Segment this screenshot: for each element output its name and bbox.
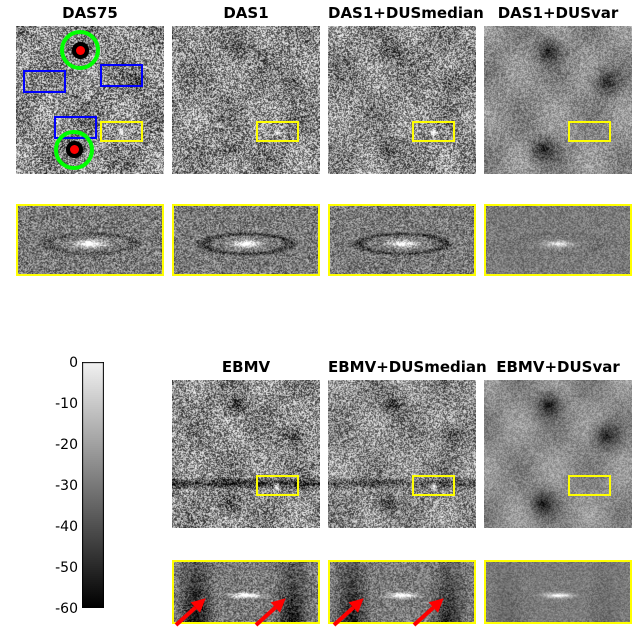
panel-title: EBMV+DUSmedian (328, 358, 476, 376)
speckle-panel (484, 26, 632, 174)
roi-box-yellow (100, 121, 143, 142)
crop-panel (484, 204, 632, 276)
colorbar (82, 362, 104, 608)
roi-box-yellow (412, 121, 455, 142)
roi-box-yellow (256, 121, 299, 142)
crop-panel (328, 204, 476, 276)
colorbar-tick: -50 (40, 560, 78, 576)
speckle-panel (328, 26, 476, 174)
roi-box-yellow (412, 475, 455, 496)
colorbar-tick: -40 (40, 519, 78, 535)
speckle-panel (172, 26, 320, 174)
panel-title: DAS1+DUSvar (484, 4, 632, 22)
roi-box-yellow (568, 121, 611, 142)
panel-title: EBMV (172, 358, 320, 376)
colorbar-tick: -20 (40, 437, 78, 453)
roi-box-yellow (568, 475, 611, 496)
crop-panel (328, 560, 476, 624)
speckle-panel (328, 380, 476, 528)
panel-title: DAS75 (16, 4, 164, 22)
panel-title: EBMV+DUSvar (484, 358, 632, 376)
speckle-panel (16, 26, 164, 174)
speckle-panel (484, 380, 632, 528)
colorbar-tick: -60 (40, 601, 78, 617)
panel-title: DAS1 (172, 4, 320, 22)
speckle-panel (172, 380, 320, 528)
panel-title: DAS1+DUSmedian (328, 4, 476, 22)
crop-panel (172, 204, 320, 276)
crop-panel (484, 560, 632, 624)
roi-box-blue (100, 64, 143, 88)
colorbar-tick: 0 (40, 355, 78, 371)
crop-panel (172, 560, 320, 624)
colorbar-tick: -30 (40, 478, 78, 494)
roi-box-yellow (256, 475, 299, 496)
colorbar-tick: -10 (40, 396, 78, 412)
crop-panel (16, 204, 164, 276)
roi-box-blue (23, 70, 66, 94)
